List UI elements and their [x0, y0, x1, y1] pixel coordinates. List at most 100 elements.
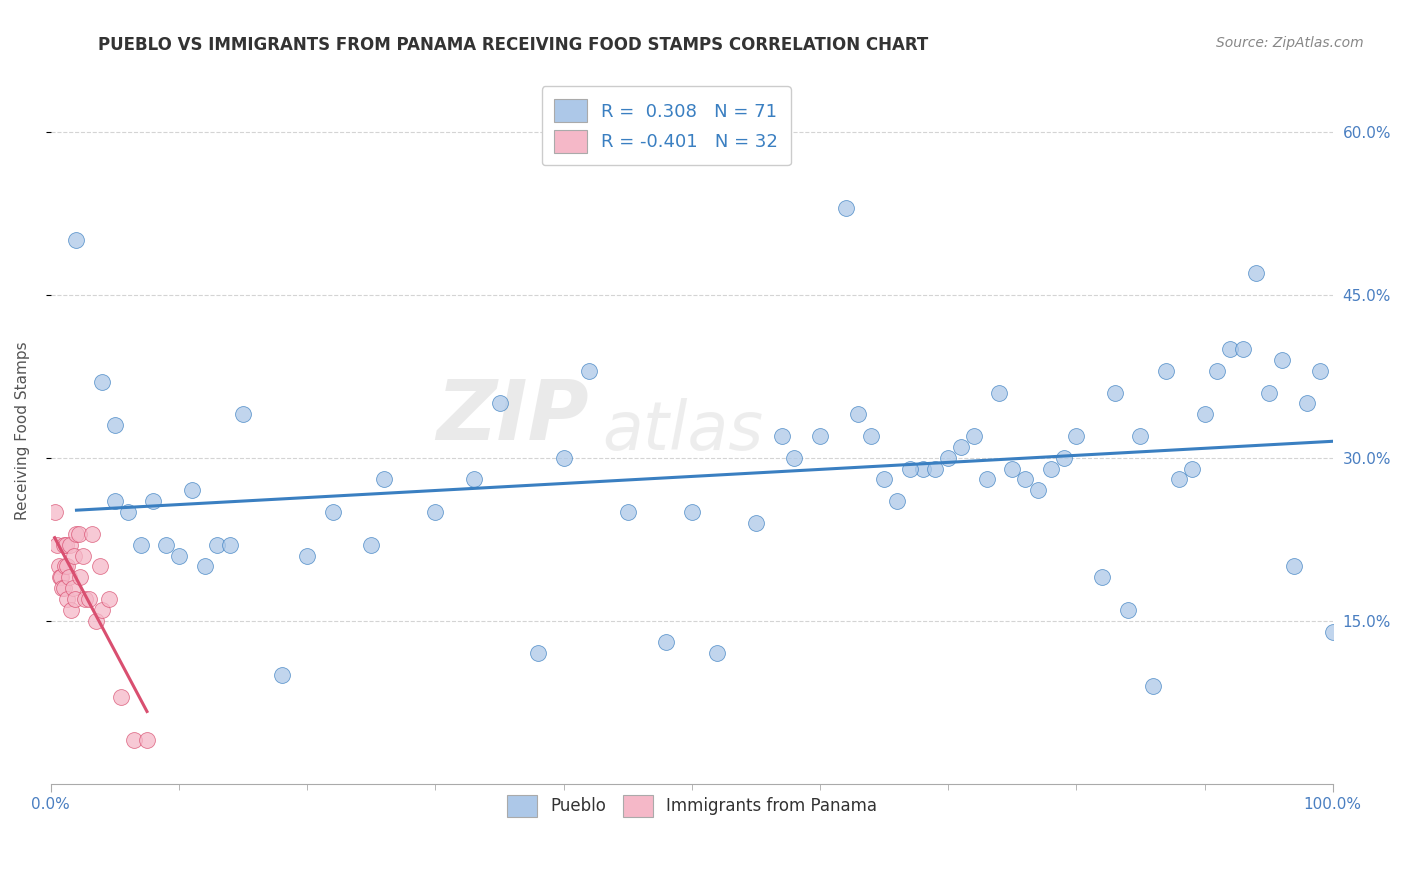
Point [155, 538, 177, 552]
Point [56, 592, 79, 607]
Point [79, 592, 101, 607]
Point [110, 690, 132, 704]
Point [1116, 603, 1139, 617]
Point [194, 559, 217, 574]
Point [60, 603, 83, 617]
Text: ZIP: ZIP [437, 376, 589, 457]
Point [488, 396, 510, 410]
Point [104, 418, 127, 433]
Point [180, 483, 202, 498]
Point [1168, 473, 1191, 487]
Point [122, 733, 145, 747]
Point [49, 570, 72, 584]
Point [808, 429, 831, 443]
Text: Source: ZipAtlas.com: Source: ZipAtlas.com [1216, 36, 1364, 50]
Point [553, 450, 575, 465]
Legend: Pueblo, Immigrants from Panama: Pueblo, Immigrants from Panama [498, 787, 886, 825]
Point [51, 581, 73, 595]
Point [783, 450, 806, 465]
Point [988, 385, 1011, 400]
Point [167, 549, 190, 563]
Point [373, 473, 395, 487]
Point [706, 646, 728, 660]
Point [84, 614, 107, 628]
Point [848, 407, 870, 421]
Point [1066, 429, 1088, 443]
Point [1296, 396, 1319, 410]
Point [1104, 385, 1126, 400]
Point [681, 505, 703, 519]
Point [950, 440, 973, 454]
Point [1270, 353, 1292, 368]
Point [219, 538, 242, 552]
Point [59, 538, 82, 552]
Point [63, 592, 86, 607]
Point [1039, 461, 1062, 475]
Point [80, 526, 103, 541]
Point [1181, 461, 1204, 475]
Point [1142, 679, 1164, 693]
Point [1284, 559, 1306, 574]
Point [1244, 266, 1267, 280]
Point [270, 668, 292, 682]
Point [1322, 624, 1344, 639]
Point [297, 549, 319, 563]
Point [1309, 364, 1331, 378]
Point [936, 450, 959, 465]
Point [67, 526, 90, 541]
Point [578, 364, 600, 378]
Point [91, 375, 114, 389]
Point [44, 505, 66, 519]
Point [104, 494, 127, 508]
Point [62, 581, 84, 595]
Point [1219, 342, 1241, 356]
Point [1052, 450, 1074, 465]
Point [65, 526, 87, 541]
Text: PUEBLO VS IMMIGRANTS FROM PANAMA RECEIVING FOOD STAMPS CORRELATION CHART: PUEBLO VS IMMIGRANTS FROM PANAMA RECEIVI… [98, 36, 929, 54]
Point [91, 603, 114, 617]
Point [770, 429, 793, 443]
Point [1014, 473, 1036, 487]
Point [207, 538, 229, 552]
Point [1001, 461, 1024, 475]
Point [89, 559, 111, 574]
Point [1026, 483, 1049, 498]
Point [58, 570, 80, 584]
Point [745, 516, 768, 530]
Y-axis label: Receiving Food Stamps: Receiving Food Stamps [15, 342, 30, 520]
Point [860, 429, 883, 443]
Point [911, 461, 934, 475]
Point [976, 473, 998, 487]
Point [48, 559, 70, 574]
Point [1194, 407, 1216, 421]
Point [53, 559, 76, 574]
Point [527, 646, 550, 660]
Point [898, 461, 921, 475]
Point [69, 570, 91, 584]
Point [616, 505, 638, 519]
Point [72, 549, 94, 563]
Point [655, 635, 678, 649]
Point [1232, 342, 1254, 356]
Point [63, 549, 86, 563]
Point [49, 570, 72, 584]
Point [1129, 429, 1152, 443]
Point [52, 581, 75, 595]
Point [360, 538, 382, 552]
Point [117, 505, 139, 519]
Point [65, 234, 87, 248]
Point [52, 538, 75, 552]
Point [425, 505, 447, 519]
Point [1206, 364, 1229, 378]
Point [55, 538, 77, 552]
Point [1154, 364, 1177, 378]
Point [129, 538, 152, 552]
Text: atlas: atlas [602, 398, 763, 464]
Point [1257, 385, 1279, 400]
Point [142, 494, 165, 508]
Point [97, 592, 120, 607]
Point [834, 201, 856, 215]
Point [963, 429, 986, 443]
Point [75, 592, 97, 607]
Point [322, 505, 344, 519]
